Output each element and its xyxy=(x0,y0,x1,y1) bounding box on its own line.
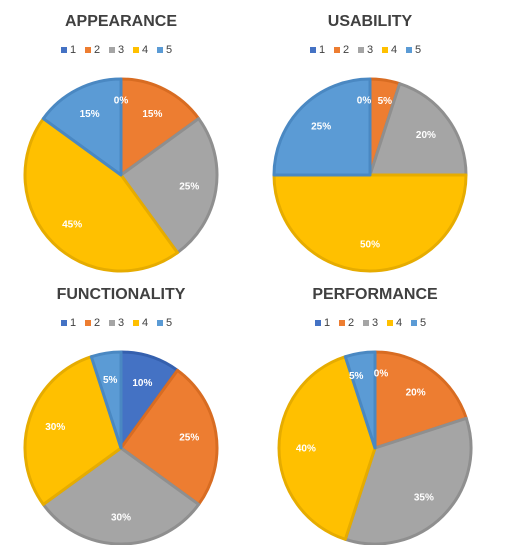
pie-slice-3 xyxy=(343,416,473,545)
legend-label-3: 3 xyxy=(367,44,373,56)
chart-title: APPEARANCE xyxy=(65,13,177,30)
data-label-5: 25% xyxy=(311,122,331,133)
data-label-4: 30% xyxy=(45,422,65,433)
legend-swatch-3 xyxy=(109,47,115,53)
legend-swatch-5 xyxy=(406,47,412,53)
legend-swatch-1 xyxy=(61,320,67,326)
legend-swatch-4 xyxy=(382,47,388,53)
data-label-2: 25% xyxy=(179,433,199,444)
chart-legend: 1 2 3 4 5 xyxy=(310,44,421,56)
legend-label-2: 2 xyxy=(94,317,100,329)
data-label-3: 30% xyxy=(111,513,131,524)
legend-swatch-4 xyxy=(387,320,393,326)
data-label-1: 0% xyxy=(114,95,129,106)
legend-label-3: 3 xyxy=(118,317,124,329)
legend-label-4: 4 xyxy=(396,317,402,329)
data-labels: 0% 5% 20% 50% 25% xyxy=(311,95,436,250)
legend-label-5: 5 xyxy=(420,317,426,329)
pie-slice-5 xyxy=(89,350,123,450)
legend-swatch-3 xyxy=(358,47,364,53)
legend-label-5: 5 xyxy=(415,44,421,56)
legend-swatch-4 xyxy=(133,320,139,326)
legend-label-5: 5 xyxy=(166,317,172,329)
legend-swatch-1 xyxy=(61,47,67,53)
chart-title: PERFORMANCE xyxy=(312,286,438,303)
pie-slice-4 xyxy=(277,355,377,541)
pie-slice-2 xyxy=(119,368,219,506)
legend-swatch-3 xyxy=(363,320,369,326)
chart-title: USABILITY xyxy=(328,13,413,30)
data-label-5: 15% xyxy=(80,109,100,120)
legend-label-1: 1 xyxy=(70,317,76,329)
legend-label-2: 2 xyxy=(343,44,349,56)
chart-legend: 1 2 3 4 5 xyxy=(61,44,172,56)
data-labels: 10% 25% 30% 30% 5% xyxy=(45,375,199,523)
data-label-2: 20% xyxy=(406,388,426,399)
data-label-4: 40% xyxy=(296,444,316,455)
data-label-3: 35% xyxy=(414,492,434,503)
pie-slice-4 xyxy=(23,355,123,506)
legend-swatch-2 xyxy=(339,320,345,326)
legend-label-2: 2 xyxy=(94,44,100,56)
legend-swatch-5 xyxy=(411,320,417,326)
data-label-1: 10% xyxy=(132,378,152,389)
legend-label-5: 5 xyxy=(166,44,172,56)
pie-slice-3 xyxy=(41,446,201,545)
chart-title: FUNCTIONALITY xyxy=(57,286,186,303)
data-label-5: 5% xyxy=(349,371,364,382)
data-labels: 0% 15% 25% 45% 15% xyxy=(62,95,199,230)
legend-swatch-5 xyxy=(157,320,163,326)
data-label-4: 50% xyxy=(360,240,380,251)
legend-swatch-2 xyxy=(85,47,91,53)
pie-slice-2 xyxy=(373,350,468,450)
chart-legend: 1 2 3 4 5 xyxy=(61,317,172,329)
data-label-2: 15% xyxy=(142,109,162,120)
pie-slice-4 xyxy=(23,117,179,273)
data-label-1: 0% xyxy=(357,95,372,106)
pie-slice-4 xyxy=(272,173,468,273)
pie-slice-3 xyxy=(368,82,468,177)
pie-slice-3 xyxy=(119,117,219,255)
data-label-3: 20% xyxy=(416,130,436,141)
legend-label-1: 1 xyxy=(70,44,76,56)
legend-label-3: 3 xyxy=(372,317,378,329)
pie-slice-5 xyxy=(272,77,372,177)
legend-label-4: 4 xyxy=(142,317,148,329)
pie-slices xyxy=(23,350,219,545)
pie-slices xyxy=(277,350,473,545)
legend-label-4: 4 xyxy=(391,44,397,56)
legend-label-3: 3 xyxy=(118,44,124,56)
legend-label-2: 2 xyxy=(348,317,354,329)
data-label-4: 45% xyxy=(62,219,82,230)
pie-slices xyxy=(23,77,219,273)
data-label-3: 25% xyxy=(179,181,199,192)
data-label-5: 5% xyxy=(103,375,118,386)
legend-swatch-3 xyxy=(109,320,115,326)
pie-slices xyxy=(272,77,468,273)
legend-swatch-1 xyxy=(315,320,321,326)
legend-label-4: 4 xyxy=(142,44,148,56)
legend-swatch-4 xyxy=(133,47,139,53)
data-label-2: 5% xyxy=(378,96,393,107)
legend-label-1: 1 xyxy=(319,44,325,56)
pie-chart-3: FUNCTIONALITY 1 2 3 4 5 10% 25% 30% 30% 5% xyxy=(23,286,219,545)
legend-swatch-5 xyxy=(157,47,163,53)
legend-swatch-2 xyxy=(85,320,91,326)
pie-chart-4: PERFORMANCE 1 2 3 4 5 0% 20% 35% 40% 5% xyxy=(277,286,473,545)
pie-chart-1: APPEARANCE 1 2 3 4 5 0% 15% 25% 45% 15% xyxy=(23,13,219,273)
legend-swatch-2 xyxy=(334,47,340,53)
pie-slice-5 xyxy=(343,350,377,450)
legend-swatch-1 xyxy=(310,47,316,53)
pie-slice-5 xyxy=(41,77,123,177)
data-label-1: 0% xyxy=(374,368,389,379)
data-labels: 0% 20% 35% 40% 5% xyxy=(296,368,434,503)
legend-label-1: 1 xyxy=(324,317,330,329)
pie-slice-2 xyxy=(119,77,201,177)
chart-legend: 1 2 3 4 5 xyxy=(315,317,426,329)
